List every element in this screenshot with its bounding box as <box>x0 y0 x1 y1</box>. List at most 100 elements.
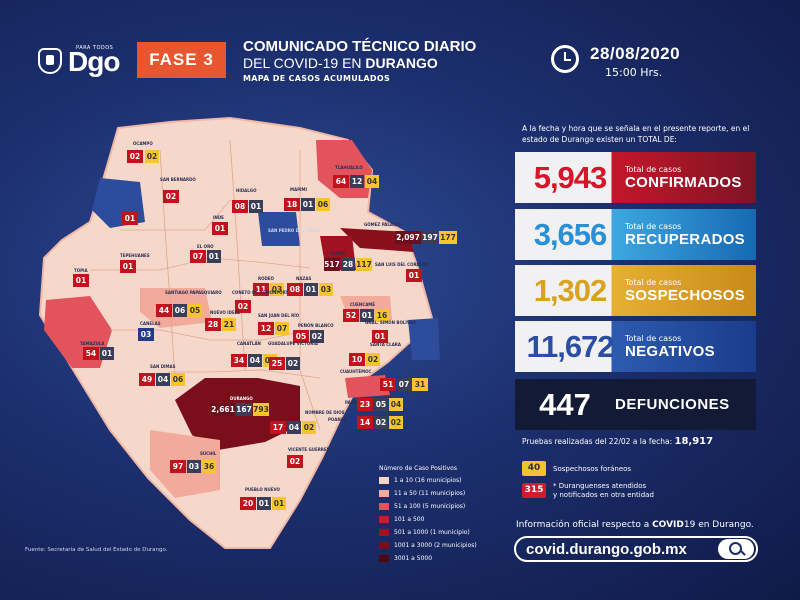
value-guadalupe-confirmed: 25 <box>269 357 285 370</box>
value-cuencame-deaths: 01 <box>360 309 374 322</box>
value-tlahualilo-confirmed: 64 <box>333 175 349 188</box>
value-santiago-suspected: 05 <box>188 304 202 317</box>
report-date: 28/08/2020 <box>590 44 681 63</box>
legend-item: 501 a 1000 (1 municipio) <box>379 529 470 536</box>
search-icon[interactable] <box>718 539 754 559</box>
abroad-label: * Duranguenses atendidos y notificados en… <box>553 482 654 499</box>
value-poanas-deaths: 02 <box>374 416 388 429</box>
label-durango: DURANGO <box>230 396 253 401</box>
value-panuco-suspected: 04 <box>389 398 403 411</box>
stat-value: 1,302 <box>533 272 608 308</box>
label-coneto: CONETO DE COMONFORT <box>232 290 289 295</box>
value-pueblo-nuevo-confirmed: 20 <box>240 497 256 510</box>
value-suchil-deaths: 03 <box>187 460 201 473</box>
value-guanacevi-confirmed: 01 <box>122 212 138 225</box>
label-gomez-palacio: GÓMEZ PALACIO <box>364 222 401 227</box>
value-tamazula-confirmed: 54 <box>83 347 99 360</box>
website-link[interactable]: covid.durango.gob.mx <box>514 536 758 562</box>
label-san-pedro-del-gallo: SAN PEDRO DEL GALLO <box>268 228 321 233</box>
value-mapimi-confirmed: 18 <box>284 198 300 211</box>
abroad-badge: 315 <box>522 483 546 498</box>
value-pueblo-nuevo-suspected: 01 <box>272 497 286 510</box>
value-ocampo-suspected: 02 <box>145 150 159 163</box>
dgo-logo: Dgo <box>68 46 120 77</box>
legend-item: 1 a 10 (16 municipios) <box>379 477 461 484</box>
label-poanas: POANAS <box>328 417 347 422</box>
value-vicente-guerrero: 02 <box>287 455 303 468</box>
value-canatlan-confirmed: 34 <box>231 354 247 367</box>
tests-line: Pruebas realizadas del 22/02 a la fecha:… <box>522 436 714 447</box>
value-ocampo-confirmed: 02 <box>127 150 143 163</box>
value-nombre-dios-suspected: 02 <box>302 421 316 434</box>
value-tlahualilo-deaths: 12 <box>350 175 364 188</box>
deaths-label: DEFUNCIONES <box>615 396 730 413</box>
label-ocampo: OCAMPO <box>133 141 153 146</box>
value-tlahualilo-suspected: 04 <box>365 175 379 188</box>
value-san-luis-cordero: 01 <box>406 269 422 282</box>
value-guadalupe-deaths: 02 <box>286 357 300 370</box>
value-san-dimas-confirmed: 49 <box>139 373 155 386</box>
page-title: COMUNICADO TÉCNICO DIARIO <box>243 38 477 55</box>
value-hidalgo-deaths: 01 <box>249 200 263 213</box>
label-nazas: NAZAS <box>296 276 312 281</box>
value-nuevo-ideal-suspected: 21 <box>222 318 236 331</box>
value-santa-clara-confirmed: 10 <box>349 353 365 366</box>
value-nombre-dios-confirmed: 17 <box>270 421 286 434</box>
label-santa-clara: SANTA CLARA <box>370 342 401 347</box>
intro-text: A la fecha y hora que se señala en el pr… <box>522 124 750 144</box>
label-rodeo: RODEO <box>258 276 274 281</box>
clock-icon <box>551 45 579 73</box>
value-nombre-dios-deaths: 04 <box>287 421 301 434</box>
label-hidalgo: HIDALGO <box>236 188 257 193</box>
label-gral-simon-bolivar: GRAL. SIMÓN BOLÍVAR <box>365 320 416 325</box>
value-lerdo-confirmed: 517 <box>324 258 340 271</box>
value-nazas-deaths: 01 <box>304 283 318 296</box>
label-tlahualilo: TLAHUALILO <box>335 165 363 170</box>
value-san-dimas-suspected: 06 <box>171 373 185 386</box>
label-mapimi: MAPIMI <box>290 187 307 192</box>
label-inde: INDE <box>213 215 224 220</box>
value-tepehuanes: 01 <box>120 260 136 273</box>
stat-big-label: CONFIRMADOS <box>625 173 742 191</box>
value-gomez-confirmed: 2,097 <box>395 231 421 244</box>
map-title: MAPA DE CASOS ACUMULADOS <box>243 74 391 83</box>
label-el-oro: EL ORO <box>197 244 214 249</box>
value-durango-deaths: 167 <box>236 403 252 416</box>
value-gomez-suspected: 177 <box>439 231 457 244</box>
foreign-suspected-label: Sospechosos foráneos <box>553 465 632 473</box>
label-canatlan: CANATLÁN <box>237 341 261 346</box>
label-pueblo-nuevo: PUEBLO NUEVO <box>245 487 280 492</box>
stat-small-label: Total de casos <box>625 333 682 343</box>
label-vicente-guerrero: VICENTE GUERRERO <box>288 447 334 452</box>
value-canelas: 03 <box>138 328 154 341</box>
info-text: Información oficial respecto a COVID19 e… <box>516 520 754 530</box>
region-cuauhtemoc <box>345 375 390 398</box>
value-nazas-suspected: 03 <box>319 283 333 296</box>
legend-item: 3001 a 5000 <box>379 555 432 562</box>
legend-title: Número de Caso Positivos <box>379 465 457 472</box>
label-nuevo-ideal: NUEVO IDEAL <box>210 310 241 315</box>
value-rodeo-confirmed: 11 <box>253 283 269 296</box>
value-san-dimas-deaths: 04 <box>156 373 170 386</box>
stat-recovered: 3,656 Total de casos RECUPERADOS <box>515 209 756 260</box>
value-san-juan-suspected: 07 <box>275 322 289 335</box>
value-tamazula-deaths: 01 <box>100 347 114 360</box>
state-seal-logo <box>38 48 62 74</box>
value-nazas-confirmed: 08 <box>287 283 303 296</box>
value-durango-confirmed: 2,661 <box>211 403 235 416</box>
stat-big-label: SOSPECHOSOS <box>625 286 745 304</box>
label-canelas: CANELAS <box>140 321 161 326</box>
legend-item: 101 a 500 <box>379 516 424 523</box>
value-cuencame-confirmed: 52 <box>343 309 359 322</box>
value-lerdo-deaths: 28 <box>341 258 355 271</box>
value-suchil-confirmed: 97 <box>170 460 186 473</box>
stat-negative: 11,672 Total de casos NEGATIVOS <box>515 321 756 372</box>
value-topia: 01 <box>73 274 89 287</box>
stat-suspected: 1,302 Total de casos SOSPECHOSOS <box>515 265 756 316</box>
value-nuevo-ideal-confirmed: 28 <box>205 318 221 331</box>
value-gomez-deaths: 197 <box>422 231 438 244</box>
region-blue-tepehuanes <box>258 212 300 246</box>
value-el-oro-confirmed: 07 <box>190 250 206 263</box>
legend-item: 11 a 50 (11 municipios) <box>379 490 465 497</box>
logo-tagline: PARA TODOS <box>76 45 114 51</box>
